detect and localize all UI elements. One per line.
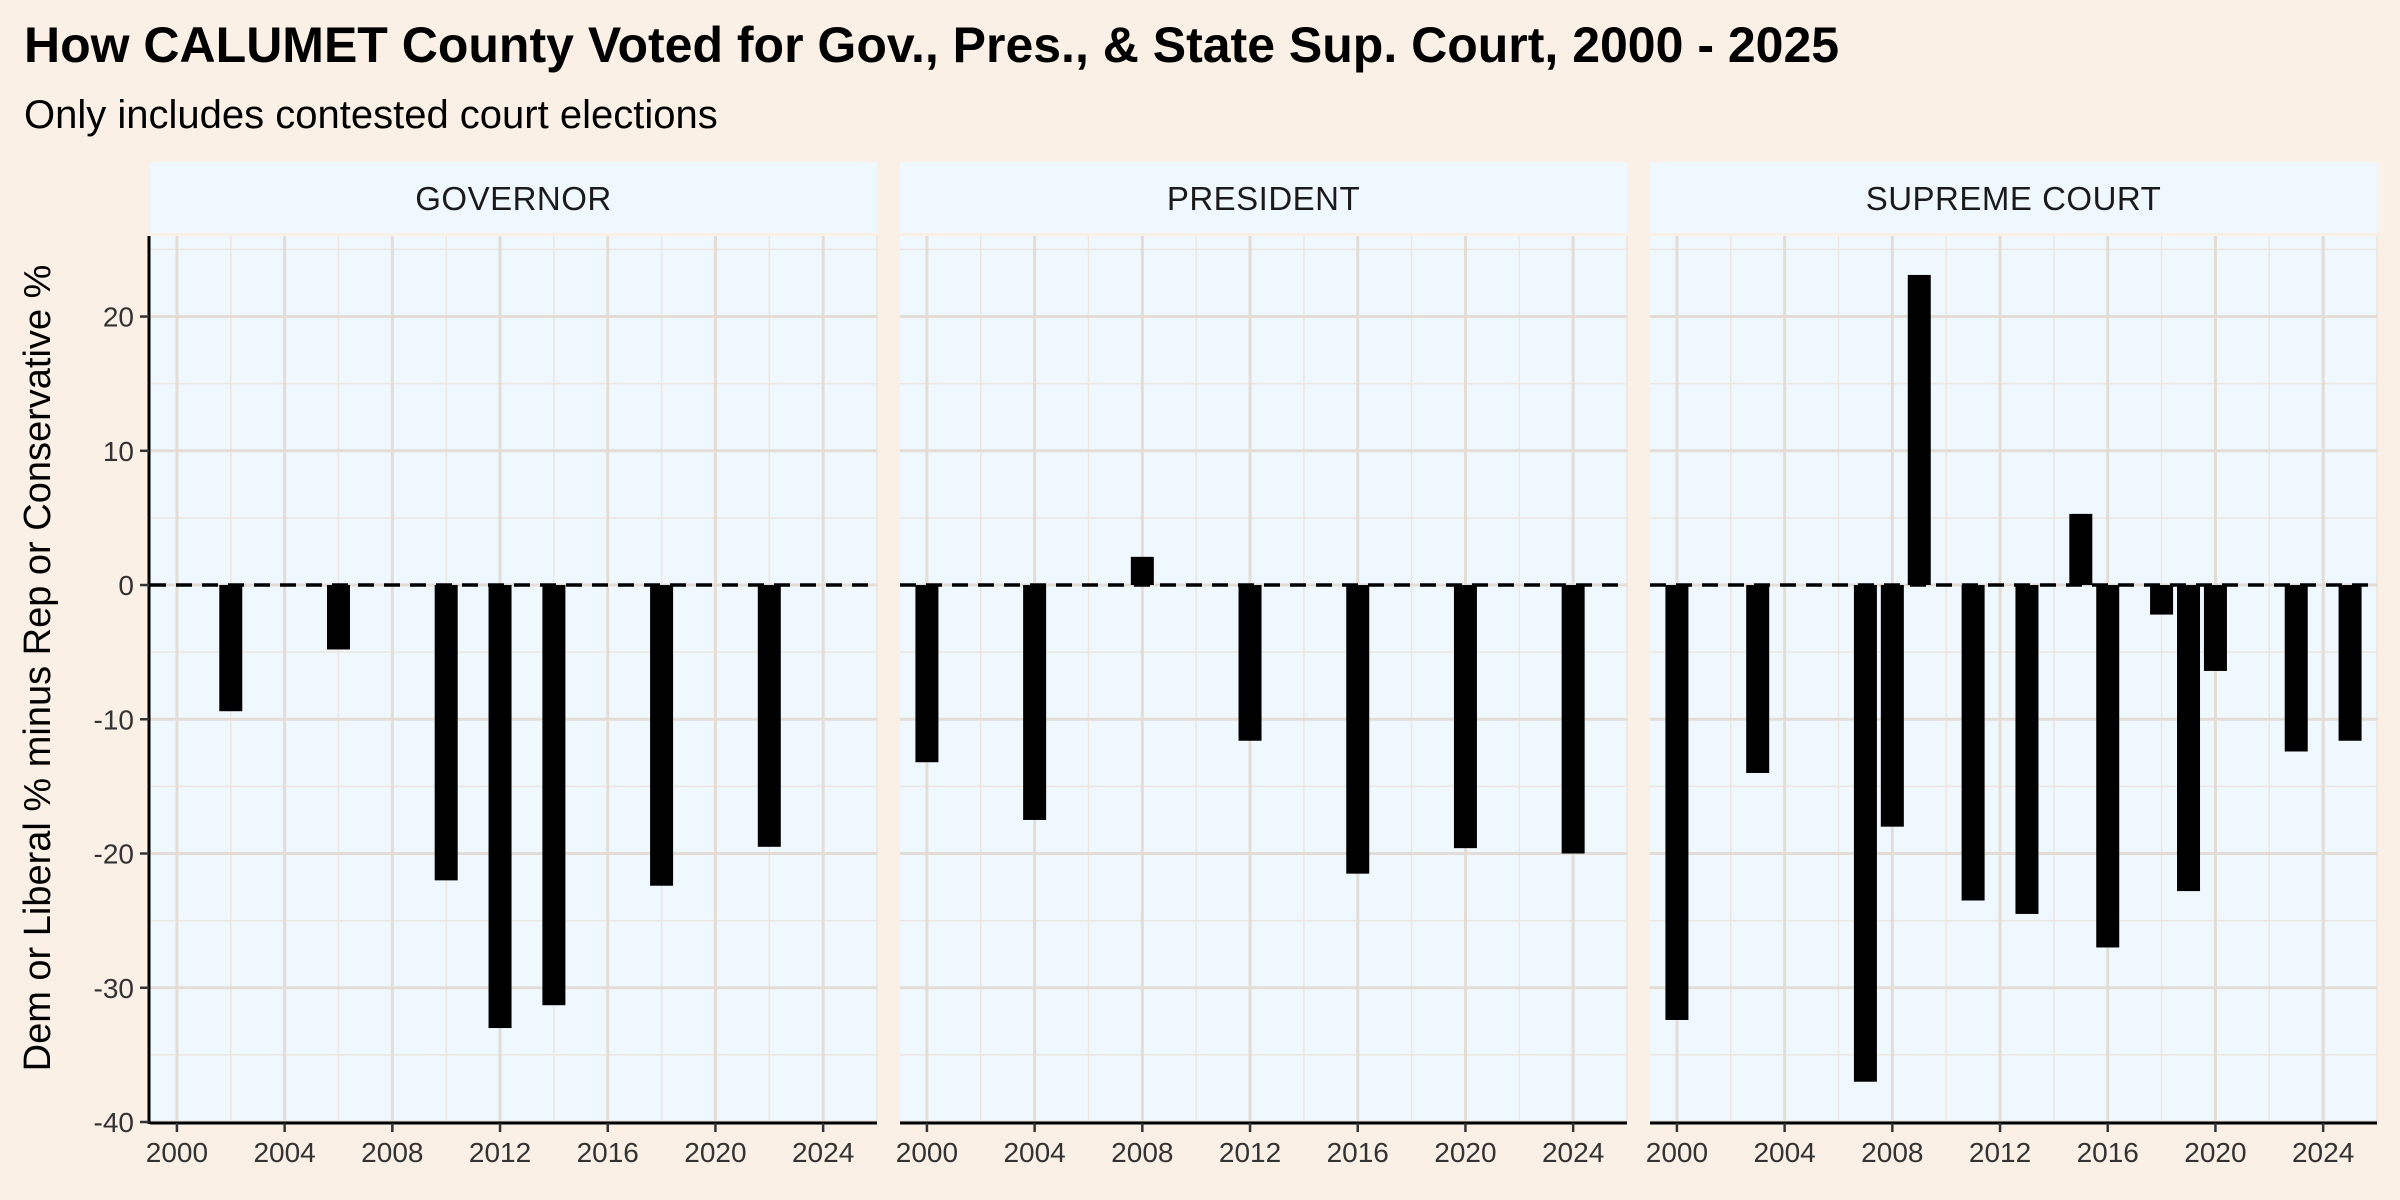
bar-2014 [542,585,566,1006]
x-tick-label: 2020 [1434,1137,1496,1168]
x-tick-label: 2016 [577,1137,639,1168]
y-tick-label: 10 [103,436,134,467]
x-tick-label: 2020 [684,1137,746,1168]
x-tick-label: 2000 [146,1137,208,1168]
x-tick-label: 2000 [1646,1137,1708,1168]
y-tick-label: -30 [94,973,134,1004]
bar-2024 [1561,585,1585,854]
x-tick-label: 2004 [253,1137,315,1168]
bar-2007 [1853,585,1877,1082]
bar-2016 [2096,585,2120,948]
bar-2009 [1907,274,1931,586]
facet-strip [150,162,877,233]
facet-strip [900,162,1627,233]
facet-panel-president: PRESIDENT 2000 2004 2008 2012 2016 2020 2024 [896,162,1628,1168]
bar-2008 [1880,585,1904,827]
chart-subtitle: Only includes contested court elections [24,93,718,137]
facet-strip-label: PRESIDENT [1167,180,1360,217]
y-tick-label: -10 [94,704,134,735]
bar-2018 [2150,585,2174,615]
x-tick-label: 2012 [469,1137,531,1168]
facet-panel-supreme-court: SUPREME COURT 2000 2004 2008 2012 2016 2020 202… [1646,162,2378,1168]
facet-panel-governor: GOVERNOR 2000 2004 2008 2012 2016 2020 2024 -40 -… [94,162,878,1168]
bar-2016 [1346,585,1370,874]
bar-2008 [1130,556,1154,586]
x-tick-label: 2008 [1111,1137,1173,1168]
chart-title: How CALUMET County Voted for Gov., Pres.… [24,17,1839,73]
y-axis-title: Dem or Liberal % minus Rep or Conservati… [17,265,59,1072]
x-tick-label: 2016 [1327,1137,1389,1168]
x-tick-label: 2024 [2292,1137,2354,1168]
bar-2025 [2338,585,2362,741]
facet-strip [1650,162,2377,233]
x-tick-label: 2004 [1753,1137,1815,1168]
x-tick-label: 2020 [2184,1137,2246,1168]
bar-2020 [1453,585,1477,849]
bar-2012 [1238,585,1262,741]
y-tick-label: 20 [103,302,134,333]
x-tick-label: 2024 [1542,1137,1604,1168]
bar-2000 [1665,585,1689,1020]
bar-2011 [1961,585,1985,901]
bar-2000 [915,585,939,763]
bar-2003 [1746,585,1770,773]
bar-2015 [2069,513,2093,586]
x-tick-label: 2000 [896,1137,958,1168]
bar-2002 [219,585,243,712]
bar-2022 [757,585,781,847]
x-tick-label: 2008 [1861,1137,1923,1168]
x-tick-label: 2016 [2077,1137,2139,1168]
x-tick-label: 2012 [1219,1137,1281,1168]
x-tick-label: 2012 [1969,1137,2031,1168]
bar-2012 [488,585,512,1029]
bar-2004 [1023,585,1047,820]
facet-strip-label: GOVERNOR [415,180,612,217]
bar-2020 [2203,585,2227,671]
x-tick-label: 2004 [1003,1137,1065,1168]
bar-2023 [2284,585,2308,752]
bar-2006 [326,585,350,650]
y-tick-label: -20 [94,839,134,870]
bar-2019 [2177,585,2201,892]
bar-2013 [2015,585,2039,914]
facet-panels: GOVERNOR 2000 2004 2008 2012 2016 2020 2024 -40 -… [94,162,2378,1168]
y-tick-label: -40 [94,1107,134,1138]
facet-strip-label: SUPREME COURT [1866,180,2162,217]
bar-2010 [434,585,458,881]
x-tick-label: 2024 [792,1137,854,1168]
bar-2018 [650,585,674,886]
y-tick-label: 0 [118,570,134,601]
x-tick-label: 2008 [361,1137,423,1168]
